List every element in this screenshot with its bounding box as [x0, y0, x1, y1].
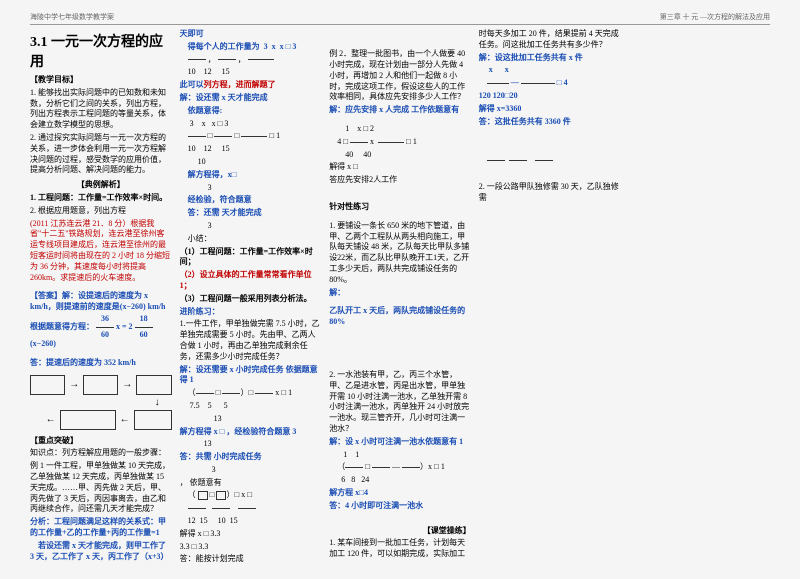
denom-row: 10 12 15 — [188, 67, 322, 78]
c5-eq-bot: 6 8 24 — [337, 475, 471, 486]
col5-q2: 2. 一水池装有甲，乙，丙三个水管，甲、乙是进水管，丙是出水管，甲单独开需 10… — [329, 370, 471, 435]
flow-box — [30, 375, 65, 395]
col3-solve: 解得 x □ 3.3 — [180, 529, 322, 540]
dash-row — [487, 155, 621, 166]
summary-3: （3）工程问题一般采用列表分析法。 — [180, 294, 322, 305]
practice-1-ans: 答：共需 小时完成任务 — [180, 452, 322, 463]
sub-eq3: 3 — [188, 221, 322, 232]
flow-box — [83, 375, 118, 395]
analysis: 分析：工程问题满足这样的关系式：甲的工作量+乙的工作量+丙的工作量=1 — [30, 517, 172, 539]
class-practice-label: 【课堂操练】 — [329, 526, 471, 537]
practice-1-sol: 解：设还需要 x 小时完成任务 依据题意得 1 — [180, 365, 322, 387]
col5-solve: 解方程 x□4 — [329, 488, 471, 499]
flow-box — [60, 410, 116, 430]
case-text: (2011 江苏连云港 21．8 分）根据我省"十二五"铁路规划，连云港至徐州客… — [30, 219, 172, 284]
p-eq-13: 13 — [188, 414, 322, 425]
answer-final: 答：提速后的速度为 352 km/h — [30, 358, 172, 369]
goal-1: 1. 能够找出实际问题中的已知数和未知数，分析它们之间的关系，列出方程，列出方程… — [30, 88, 172, 131]
cls1-solve: 解得 x=3360 — [479, 104, 621, 115]
keypoint-text: 知识点：列方程解应用题的一般步骤： — [30, 448, 172, 459]
ex2-solve: 解得 x □ — [329, 162, 471, 173]
flowchart: → → ↓ ← ← — [30, 375, 172, 430]
cls1-eq-top: x x — [487, 65, 621, 76]
check: 经检验，符合题意 — [180, 195, 322, 206]
col5-sol: 解：设 x 小时可注满一池水依题意有 1 — [329, 437, 471, 448]
flow-box — [134, 410, 172, 430]
header-left: 海陵中学七年级数学教学案 — [30, 12, 114, 22]
sub-eq2: 3 — [188, 183, 322, 194]
p-eq-bot: 7.5 5 5 — [188, 401, 322, 412]
cls1-ans: 答：这批任务共有 3360 件 — [479, 117, 621, 128]
each-work: 得每个人的工作量为 3 x x □ 3 — [180, 42, 322, 53]
arrow-icon: ← — [46, 414, 56, 425]
c5-eq-top: 1 1 — [337, 450, 471, 461]
practice-1-solve: 解方程得 x □ ，经检验符合题意 3 — [180, 427, 322, 438]
ex2-sol-lead: 解：应先安排 x 人完成 工作依题意有 — [329, 105, 471, 116]
cls1-sol: 解：设这批加工任务共有 x 件 — [479, 53, 621, 64]
eq-line: □ □ □ 1 — [188, 131, 322, 142]
answer-label: 【答案】解：设提速后的速度为 x km/h，则提速前的速度是(x−260) km… — [30, 291, 172, 313]
col3-num: 3.3 □ 3.3 — [180, 542, 322, 553]
solve-get: 解方程得，x□ — [180, 170, 322, 181]
tp1-set: 乙队开工 x 天后，两队完成铺设任务的80% — [329, 306, 471, 328]
eq-top: 3 x x □ 3 — [188, 119, 322, 130]
p-eq-13b: 13 — [188, 439, 322, 450]
example-label: 【典例解析】 — [30, 180, 172, 191]
item-2: 2. 根据应用题意，列出方程 — [30, 206, 172, 217]
ex2-eq-top: 1 x □ 2 — [337, 124, 471, 135]
col3-head: ， 依题意有 — [180, 478, 322, 489]
arrow-icon: → — [69, 379, 79, 390]
summary-1: （1）工程问题：工作量=工作效率×时间； — [180, 247, 322, 269]
keypoint-label: 【重点突破】 — [30, 436, 172, 447]
p-eq-3: 3 — [188, 465, 322, 476]
col3-ans: 答：能按计划完成 — [180, 554, 322, 565]
page-header: 海陵中学七年级数学教学案 第三章 十 元 —次方程的解法及应用 — [30, 12, 770, 25]
goals-label: 【教学目标】 — [30, 75, 172, 86]
summary-label: 小结： — [180, 234, 322, 245]
target-practice-1: 1. 要铺设一条长 650 米的地下管道，由甲、乙两个工程队从两头相向施工，甲队… — [329, 221, 471, 286]
arrow-icon: → — [122, 379, 132, 390]
page-title: 3.1 一元一次方程的应用 — [30, 31, 172, 71]
item-1: 1. 工程问题：工作量=工作效率×时间。 — [30, 193, 172, 204]
frac-row: ， ， — [188, 55, 322, 66]
eq-bot: 10 12 15 — [188, 144, 322, 155]
example1-lead: 例 1 一件工程，甲单独做某 10 天完成，乙单独做某 12 天完成，丙单独做某… — [30, 461, 172, 515]
goal-2: 2. 通过探究实际问题与一元一次方程的关系，进一步体会利用一元一次方程解决问题的… — [30, 133, 172, 176]
target-practice-label: 针对性练习 — [329, 202, 471, 213]
ex2-eq-bot: 40 40 — [337, 150, 471, 161]
by-condition: 依题意得: — [180, 106, 322, 117]
solution-set: 解：设还需 x 天才能完成 — [180, 93, 322, 104]
equation-line: 根据题意得方程： 3660 x = 2 1860 (x−260) — [30, 315, 172, 350]
example-2: 例 2．整理一批图书，由一个人做要 40 小时完成，现在计划由一部分人先做 4 … — [329, 49, 471, 103]
document-body: 3.1 一元一次方程的应用 【教学目标】 1. 能够找出实际问题中的已知数和未知… — [30, 29, 770, 569]
col5-ans: 答：4 小时即可注满一池水 — [329, 501, 471, 512]
cls1-eq-mid: — □ 4 — [487, 78, 621, 89]
practice-label: 进阶练习： — [180, 307, 322, 318]
practice-1: 1.一件工作，甲单独做完需 7.5 小时，乙单独完成需要 5 小时。先由甲、乙两… — [180, 319, 322, 362]
flow-box — [136, 375, 171, 395]
cls1-eq: 120 120□20 — [479, 91, 621, 102]
ex2-ans: 答应先安排2人工作 — [329, 175, 471, 186]
tp1-sol: 解： — [329, 288, 471, 299]
header-right: 第三章 十 元 —次方程的解法及应用 — [660, 12, 770, 22]
class-2: 2. 一段公路甲队独修需 30 天，乙队独修需 — [479, 182, 621, 204]
ex2-eq-mid: 4 □ x □ 1 — [337, 137, 471, 148]
c3-eq-top: （ □ ）□ x □ — [188, 490, 322, 501]
deduce: 此可以列方程，进而解题了 — [180, 80, 322, 91]
c3-eq-mid — [188, 503, 322, 514]
summary-2: （2）设立具体的工作量常常看作单位1； — [180, 270, 322, 292]
sub-eq: 10 — [188, 157, 322, 168]
p-eq-top: （ □ ）□ x □ 1 — [188, 388, 322, 399]
arrow-icon: ↓ — [155, 397, 160, 408]
c5-eq-mid: （ □ — ）x □ 1 — [337, 462, 471, 473]
c3-eq-bot: 12 15 10 15 — [188, 516, 322, 527]
arrow-icon: ← — [120, 414, 130, 425]
answer-need: 答：还需 天才能完成 — [180, 208, 322, 219]
